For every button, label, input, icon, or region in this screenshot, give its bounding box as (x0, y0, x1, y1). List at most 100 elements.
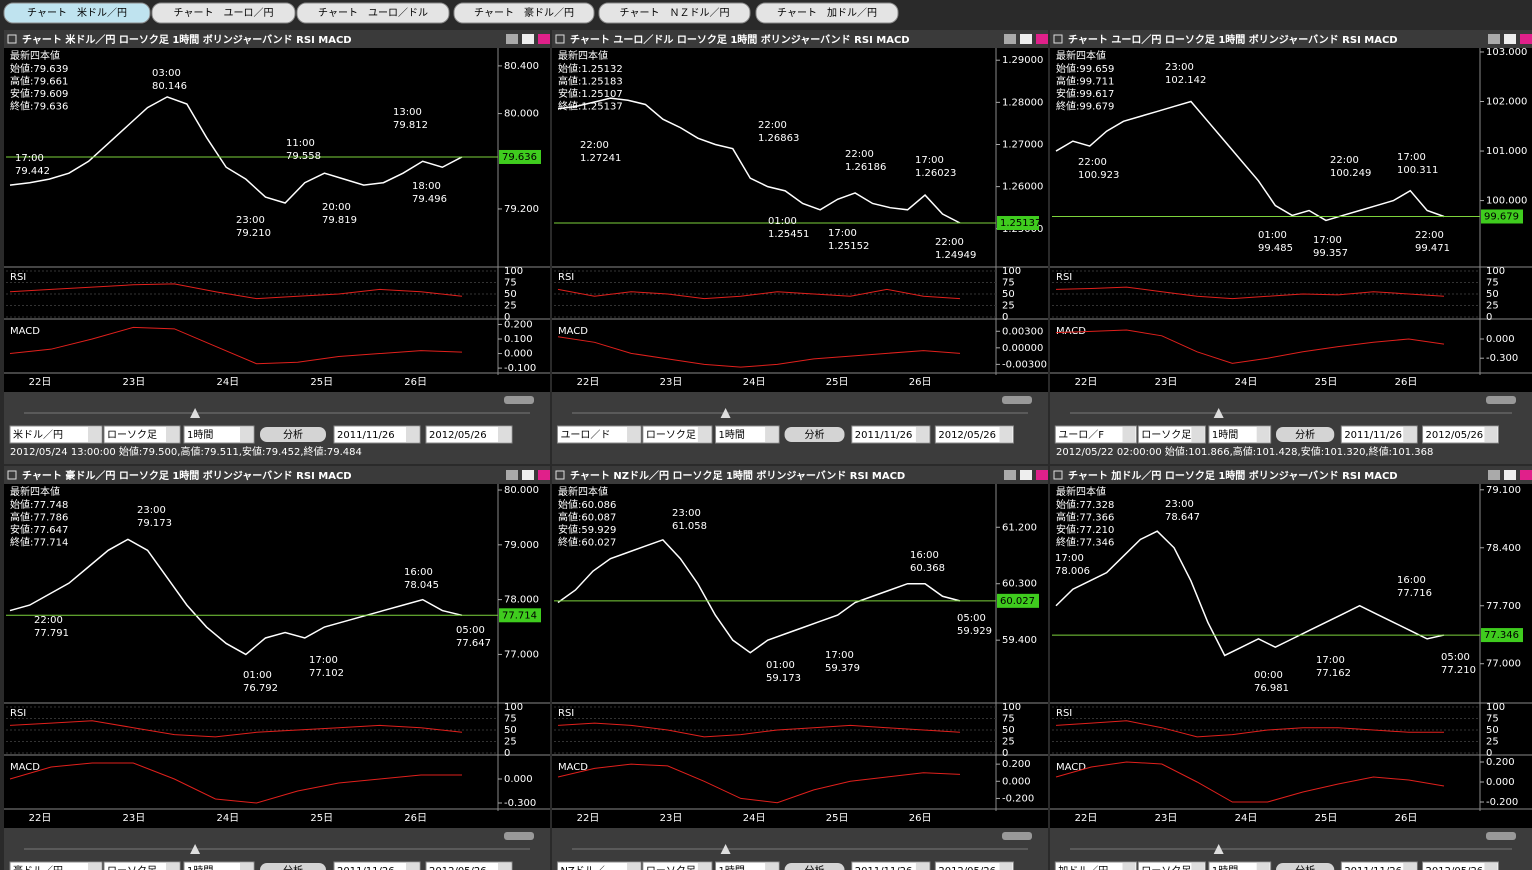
dropdown[interactable] (103, 861, 181, 870)
dropdown[interactable] (425, 425, 513, 444)
window-button[interactable] (506, 470, 518, 480)
window-button[interactable] (1488, 470, 1500, 480)
annotation-time: 22:00 (1415, 230, 1444, 241)
macd-label: MACD (10, 326, 40, 337)
scroll-thumb[interactable] (190, 408, 201, 418)
window-button[interactable] (1004, 470, 1016, 480)
panel-icon (7, 34, 17, 44)
dropdown[interactable] (1208, 861, 1272, 870)
dropdown[interactable] (715, 861, 780, 870)
dropdown[interactable] (1137, 425, 1206, 444)
ohlc-title: 最新四本値 (10, 49, 60, 62)
scroll-thumb[interactable] (1213, 408, 1224, 418)
dropdown[interactable] (1054, 861, 1138, 870)
dropdown[interactable] (333, 861, 421, 870)
dropdown[interactable] (1208, 425, 1272, 444)
y-tick-label: 80.000 (504, 109, 539, 120)
scroll-end (1002, 396, 1032, 404)
window-button[interactable] (1504, 34, 1516, 44)
annotation-time: 23:00 (1165, 62, 1194, 73)
rsi-line (557, 288, 961, 300)
dropdown[interactable] (183, 861, 255, 870)
rsi-tick-label: 25 (1486, 301, 1499, 312)
dropdown[interactable] (103, 425, 181, 444)
tab[interactable] (453, 2, 595, 24)
analyze-button[interactable] (1275, 427, 1335, 442)
ohlc-value: 安値:59.929 (558, 523, 616, 536)
dropdown[interactable] (1340, 425, 1418, 444)
ohlc-title: 最新四本値 (1056, 485, 1106, 498)
dropdown[interactable] (1054, 425, 1138, 444)
dropdown[interactable] (1137, 861, 1206, 870)
dropdown[interactable] (934, 425, 1014, 444)
tab[interactable] (598, 2, 751, 24)
annotation-time: 00:00 (1254, 670, 1283, 681)
dropdown[interactable] (556, 425, 642, 444)
dropdown[interactable] (183, 425, 255, 444)
tab[interactable] (151, 2, 296, 24)
dropdown[interactable] (425, 861, 513, 870)
scroll-thumb[interactable] (720, 844, 731, 854)
dropdown-arrow (1484, 863, 1498, 870)
rsi-tick-label: 100 (1486, 702, 1505, 713)
window-button[interactable] (1504, 470, 1516, 480)
macd-tick-label: 0.100 (504, 334, 533, 345)
window-button[interactable] (538, 470, 550, 480)
dropdown[interactable] (1422, 425, 1499, 444)
analyze-button[interactable] (1275, 863, 1335, 870)
window-button[interactable] (1004, 34, 1016, 44)
dropdown[interactable] (642, 425, 713, 444)
tab[interactable] (3, 2, 151, 24)
dropdown[interactable] (1340, 861, 1418, 870)
window-button[interactable] (1036, 470, 1048, 480)
ohlc-value: 終値:77.346 (1056, 536, 1114, 549)
annotation-price: 77.210 (1441, 665, 1476, 676)
scroll-thumb[interactable] (720, 408, 731, 418)
dropdown[interactable] (333, 425, 421, 444)
macd-line (557, 763, 961, 804)
control-text: 2012/05/26 (938, 430, 996, 441)
rsi-label: RSI (10, 708, 26, 719)
dropdown[interactable] (1422, 861, 1499, 870)
window-button[interactable] (1036, 34, 1048, 44)
window-button[interactable] (538, 34, 550, 44)
tab[interactable] (755, 2, 899, 24)
scroll-thumb[interactable] (1213, 844, 1224, 854)
dropdown[interactable] (934, 861, 1014, 870)
dropdown-arrow (166, 427, 179, 442)
macd-line (1055, 329, 1445, 364)
annotation-price: 1.25451 (768, 229, 809, 240)
window-button[interactable] (522, 470, 534, 480)
analyze-button[interactable] (784, 427, 845, 442)
scroll-thumb[interactable] (190, 844, 201, 854)
macd-line (1055, 761, 1445, 803)
window-button[interactable] (1488, 34, 1500, 44)
rsi-tick-label: 0 (504, 312, 510, 323)
annotation-time: 17:00 (825, 650, 854, 661)
analyze-button[interactable] (260, 863, 326, 870)
control-text: 1時間 (1212, 429, 1238, 441)
annotation-price: 1.24949 (935, 250, 976, 261)
dropdown-arrow (765, 863, 779, 870)
window-button[interactable] (1020, 470, 1032, 480)
annotation-time: 17:00 (309, 655, 338, 666)
dropdown[interactable] (9, 861, 103, 870)
dropdown[interactable] (851, 425, 931, 444)
window-button[interactable] (1520, 34, 1532, 44)
dropdown[interactable] (715, 425, 780, 444)
dropdown[interactable] (556, 861, 642, 870)
window-button[interactable] (522, 34, 534, 44)
date-label: 26日 (404, 813, 427, 824)
annotation-time: 01:00 (768, 216, 797, 227)
annotation-time: 16:00 (910, 550, 939, 561)
window-button[interactable] (506, 34, 518, 44)
dropdown[interactable] (642, 861, 713, 870)
dropdown[interactable] (9, 425, 103, 444)
analyze-button[interactable] (260, 427, 326, 442)
control-text: ローソク足 (1141, 865, 1191, 870)
tab[interactable] (296, 2, 450, 24)
dropdown[interactable] (851, 861, 931, 870)
analyze-button[interactable] (784, 863, 845, 870)
window-button[interactable] (1020, 34, 1032, 44)
window-button[interactable] (1520, 470, 1532, 480)
